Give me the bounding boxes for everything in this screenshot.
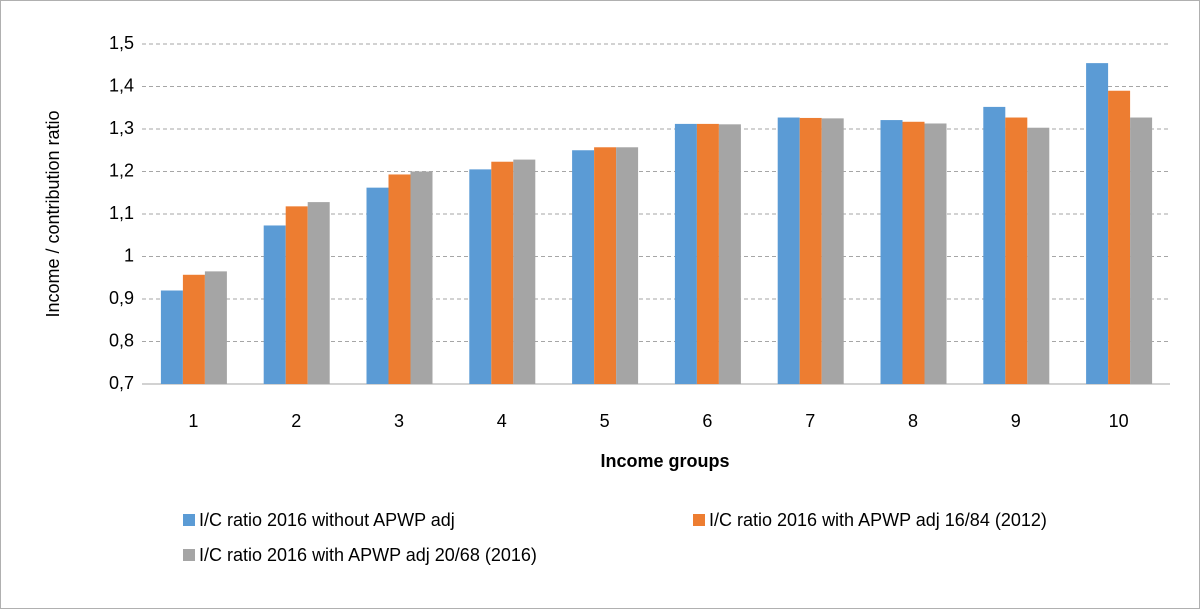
bar (572, 150, 595, 384)
bar (160, 290, 183, 384)
bar (924, 123, 947, 384)
y-tick-label: 0,7 (109, 373, 134, 393)
bar (491, 161, 514, 384)
bar (366, 187, 389, 384)
x-tick-label: 8 (908, 411, 918, 431)
y-tick-label: 1,1 (109, 203, 134, 223)
x-tick-label: 5 (600, 411, 610, 431)
y-tick-label: 1,4 (109, 75, 134, 95)
bar (388, 174, 411, 384)
bar (674, 123, 697, 385)
x-tick-label: 2 (291, 411, 301, 431)
bar (616, 147, 639, 384)
legend-swatch (183, 514, 195, 526)
bar (902, 121, 925, 385)
bar (469, 169, 492, 384)
x-tick-label: 4 (497, 411, 507, 431)
bar (983, 106, 1006, 385)
x-tick-label: 6 (702, 411, 712, 431)
legend-label: I/C ratio 2016 with APWP adj 16/84 (2012… (709, 510, 1047, 530)
x-tick-label: 7 (805, 411, 815, 431)
bar (821, 118, 844, 384)
x-tick-label: 3 (394, 411, 404, 431)
x-tick-label: 1 (188, 411, 198, 431)
y-tick-label: 0,9 (109, 288, 134, 308)
bar (1108, 90, 1131, 384)
y-tick-label: 1 (124, 245, 134, 265)
x-axis-title: Income groups (600, 451, 729, 471)
bar (1086, 63, 1109, 384)
bar (1027, 127, 1050, 384)
x-tick-label: 10 (1109, 411, 1129, 431)
bar (1130, 117, 1153, 385)
bar (718, 124, 741, 384)
legend-label: I/C ratio 2016 with APWP adj 20/68 (2016… (199, 545, 537, 565)
bar (1005, 117, 1028, 385)
bar (285, 206, 308, 384)
x-tick-label: 9 (1011, 411, 1021, 431)
bar (513, 159, 536, 384)
bar (263, 225, 286, 384)
bar (307, 202, 330, 384)
bar (777, 117, 800, 385)
y-axis-title: Income / contribution ratio (43, 110, 63, 317)
y-tick-label: 0,8 (109, 330, 134, 350)
bar (880, 120, 903, 384)
bar (182, 274, 205, 384)
bar (799, 117, 822, 384)
bar (204, 271, 227, 384)
y-tick-label: 1,3 (109, 118, 134, 138)
y-tick-label: 1,2 (109, 160, 134, 180)
bar (410, 171, 433, 384)
legend-label: I/C ratio 2016 without APWP adj (199, 510, 455, 530)
bar (696, 123, 719, 385)
bar (594, 147, 617, 384)
legend-swatch (183, 549, 195, 561)
legend-swatch (693, 514, 705, 526)
y-tick-label: 1,5 (109, 33, 134, 53)
